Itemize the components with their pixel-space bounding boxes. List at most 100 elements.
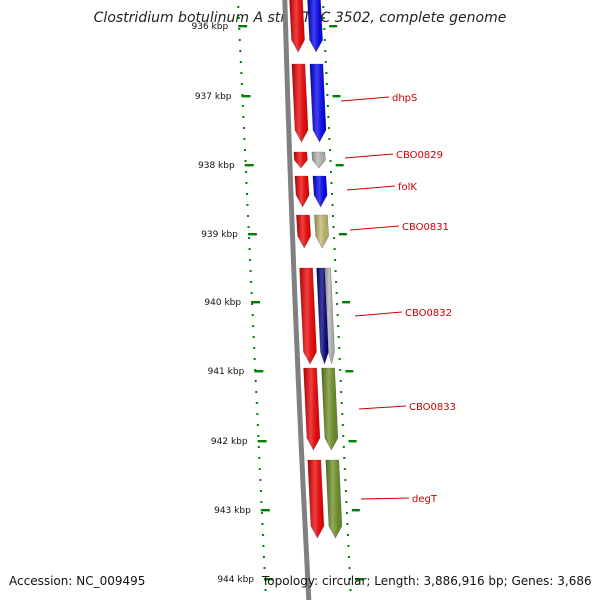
left-dot — [261, 534, 264, 536]
tick-mark-right — [338, 233, 347, 236]
left-dot — [240, 72, 243, 74]
left-dot — [252, 336, 255, 338]
left-dot — [259, 490, 262, 492]
gene-label: CBO0832 — [405, 308, 452, 319]
left-dot — [245, 171, 247, 173]
tick-mark-right — [332, 95, 341, 98]
cog-arrow-shade — [321, 368, 338, 450]
right-dot — [346, 534, 349, 536]
left-dot — [253, 347, 256, 349]
left-dot — [248, 237, 251, 239]
right-dot — [326, 105, 329, 107]
left-dot — [258, 468, 261, 470]
tick-label: 939 kbp — [201, 230, 238, 240]
tick-mark-right — [355, 578, 363, 581]
tick-label: 938 kbp — [198, 161, 235, 171]
accession-text: Accession: NC_009495 — [9, 574, 146, 588]
left-dot — [248, 248, 251, 250]
cog-arrow-shade — [311, 152, 326, 168]
right-dot — [344, 490, 347, 492]
left-dot — [242, 116, 245, 118]
tick-mark-left — [238, 25, 248, 28]
right-dot — [349, 589, 352, 591]
gene-label: CBO0833 — [409, 402, 456, 413]
right-dot — [322, 6, 325, 8]
tick-mark-right — [335, 164, 344, 167]
right-dot — [329, 149, 331, 151]
left-dot — [257, 446, 260, 448]
right-dot — [340, 391, 343, 393]
left-dot — [246, 193, 248, 195]
right-dot — [335, 292, 338, 294]
right-dot — [343, 468, 346, 470]
left-dot — [255, 391, 258, 393]
right-dot — [341, 424, 344, 426]
left-dot — [242, 127, 245, 129]
right-dot — [322, 17, 325, 19]
left-dot — [260, 501, 263, 503]
forward-gene-arrow-shade — [289, 0, 305, 52]
left-dot — [256, 413, 259, 415]
left-dot — [247, 226, 250, 228]
right-dot — [332, 226, 335, 228]
tick-mark-left — [244, 164, 254, 167]
left-dot — [239, 61, 242, 63]
right-dot — [346, 523, 349, 525]
gene-label: folK — [398, 182, 417, 193]
cog-arrow-shade — [307, 0, 323, 52]
right-dot — [336, 303, 339, 305]
left-dot — [262, 556, 265, 558]
right-dot — [325, 72, 328, 74]
right-dot — [348, 567, 351, 569]
tick-mark-right — [348, 440, 357, 443]
right-dot — [333, 248, 336, 250]
cog-arrow-shade — [309, 64, 326, 142]
left-dot — [260, 512, 263, 514]
right-dot — [339, 369, 342, 371]
genome-axis — [282, 0, 312, 600]
left-dot — [245, 182, 248, 184]
right-dot — [338, 358, 341, 360]
tick-mark-right — [345, 370, 354, 373]
tick-label: 936 kbp — [192, 22, 229, 32]
right-dot — [337, 336, 340, 338]
genome-summary-text: Topology: circular; Length: 3,886,916 bp… — [262, 574, 592, 588]
right-dot — [343, 457, 346, 459]
right-dot — [342, 435, 345, 437]
left-dot — [237, 17, 240, 19]
gene-leader-line — [349, 225, 400, 231]
right-dot — [340, 402, 343, 404]
right-dot — [334, 270, 337, 272]
cog-arrow-shade — [325, 460, 342, 538]
right-dot — [344, 479, 347, 481]
gene-label: dhpS — [392, 93, 417, 104]
left-dot — [251, 314, 254, 316]
tick-mark-left — [257, 440, 267, 443]
left-dot — [251, 303, 254, 305]
left-dot — [243, 138, 246, 140]
left-dot — [244, 149, 246, 151]
right-dot — [333, 237, 336, 239]
tick-mark-left — [260, 509, 270, 512]
tick-mark-left — [241, 95, 251, 98]
tick-mark-right — [342, 301, 351, 304]
right-dot — [331, 204, 334, 206]
cog-arrow-shade — [314, 215, 329, 248]
left-dot — [253, 358, 256, 360]
left-dot — [255, 402, 258, 404]
right-dot — [338, 347, 341, 349]
forward-gene-arrow-shade — [296, 215, 311, 248]
tick-label: 942 kbp — [211, 437, 248, 447]
left-dot — [258, 457, 261, 459]
forward-gene-arrow-shade — [307, 460, 324, 538]
cog-arrow-shade — [324, 268, 335, 364]
right-dot — [341, 413, 344, 415]
right-dot — [327, 127, 330, 129]
left-dot — [238, 28, 241, 30]
left-dot — [261, 523, 264, 525]
cog-arrow-shade — [316, 268, 329, 364]
right-dot — [330, 171, 332, 173]
right-dot — [324, 61, 327, 63]
right-dot — [336, 314, 339, 316]
